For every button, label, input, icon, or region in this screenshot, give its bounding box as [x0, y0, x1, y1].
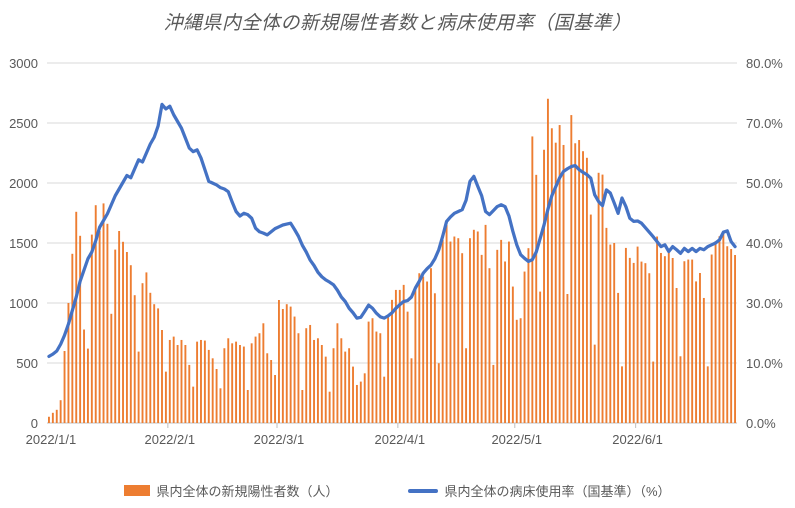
svg-text:80.0%: 80.0% — [746, 56, 783, 71]
svg-text:10.0%: 10.0% — [746, 356, 783, 371]
svg-text:1500: 1500 — [9, 236, 38, 251]
x-axis-label: 2022/2/1 — [144, 432, 195, 447]
legend-bed-usage-label: 県内全体の病床使用率（国基準）（%） — [444, 484, 671, 499]
cases-bar-swatch-icon — [124, 485, 151, 496]
legend-item-bed-usage: 県内全体の病床使用率（国基準）（%） — [408, 481, 671, 500]
svg-text:40.0%: 40.0% — [746, 236, 783, 251]
x-axis-label: 2022/3/1 — [254, 432, 305, 447]
svg-text:0: 0 — [31, 416, 38, 431]
x-axis: 2022/1/1 2022/2/1 2022/3/1 2022/4/1 2022/5/1… — [26, 422, 737, 447]
legend-item-cases: 県内全体の新規陽性者数（人） — [124, 481, 338, 500]
svg-text:30.0%: 30.0% — [746, 296, 783, 311]
new-cases-bars — [48, 98, 736, 424]
x-axis-label: 2022/4/1 — [374, 432, 425, 447]
svg-text:2000: 2000 — [9, 176, 38, 191]
x-axis-label: 2022/1/1 — [26, 432, 77, 447]
right-axis-labels: 0.0% 10.0% 30.0% 40.0% 50.0% 70.0% 80.0% — [746, 56, 783, 431]
svg-text:2500: 2500 — [9, 116, 38, 131]
x-axis-label: 2022/5/1 — [491, 432, 542, 447]
svg-text:50.0%: 50.0% — [746, 176, 783, 191]
left-axis-labels: 0 500 1000 1500 2000 2500 3000 — [9, 56, 38, 431]
svg-text:70.0%: 70.0% — [746, 116, 783, 131]
svg-text:0.0%: 0.0% — [746, 416, 776, 431]
bed-usage-line-swatch-icon — [408, 488, 439, 493]
bed-usage-line — [47, 102, 737, 359]
svg-text:3000: 3000 — [9, 56, 38, 71]
legend-cases-label: 県内全体の新規陽性者数（人） — [156, 484, 339, 499]
legend: 県内全体の新規陽性者数（人） 県内全体の病床使用率（国基準）（%） — [0, 481, 795, 500]
svg-text:500: 500 — [16, 356, 38, 371]
x-axis-label: 2022/6/1 — [612, 432, 663, 447]
svg-text:1000: 1000 — [9, 296, 38, 311]
chart-title: 沖縄県内全体の新規陽性者数と病床使用率（国基準） — [163, 13, 632, 34]
